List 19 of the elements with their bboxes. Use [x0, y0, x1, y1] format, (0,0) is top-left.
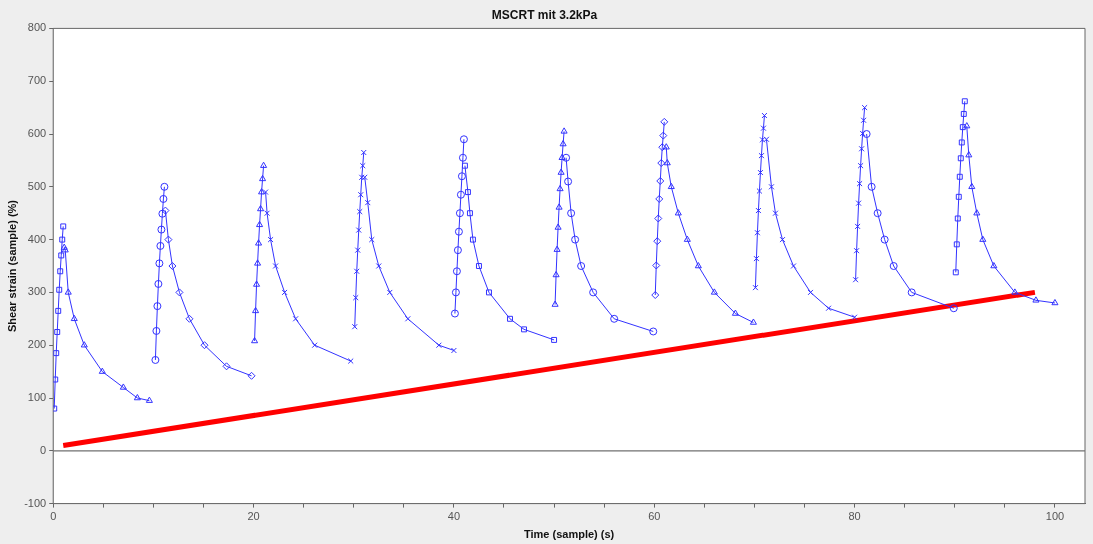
x-tick-label: 20	[247, 510, 260, 523]
y-tick-label: 200	[27, 338, 47, 351]
y-axis-title: Shear strain (sample) (%)	[5, 199, 18, 333]
y-tick-label: 700	[27, 74, 47, 87]
y-tick-label: -100	[24, 496, 47, 509]
x-tick-label: 80	[848, 510, 861, 523]
y-tick-label: 0	[40, 443, 47, 456]
chart-title: MSCRT mit 3.2kPa	[491, 7, 598, 22]
y-tick-label: 100	[27, 391, 47, 404]
y-tick-label: 500	[27, 179, 47, 192]
y-tick-label: 400	[27, 232, 47, 245]
x-tick-label: 40	[447, 510, 461, 523]
x-axis-title: Time (sample) (s)	[523, 528, 615, 541]
y-tick-label: 600	[27, 127, 47, 140]
y-tick-label: 300	[27, 285, 47, 298]
x-tick-label: 100	[1045, 510, 1065, 523]
x-tick-label: 0	[50, 510, 57, 523]
x-tick-label: 60	[648, 510, 661, 523]
y-tick-label: 800	[27, 21, 47, 34]
